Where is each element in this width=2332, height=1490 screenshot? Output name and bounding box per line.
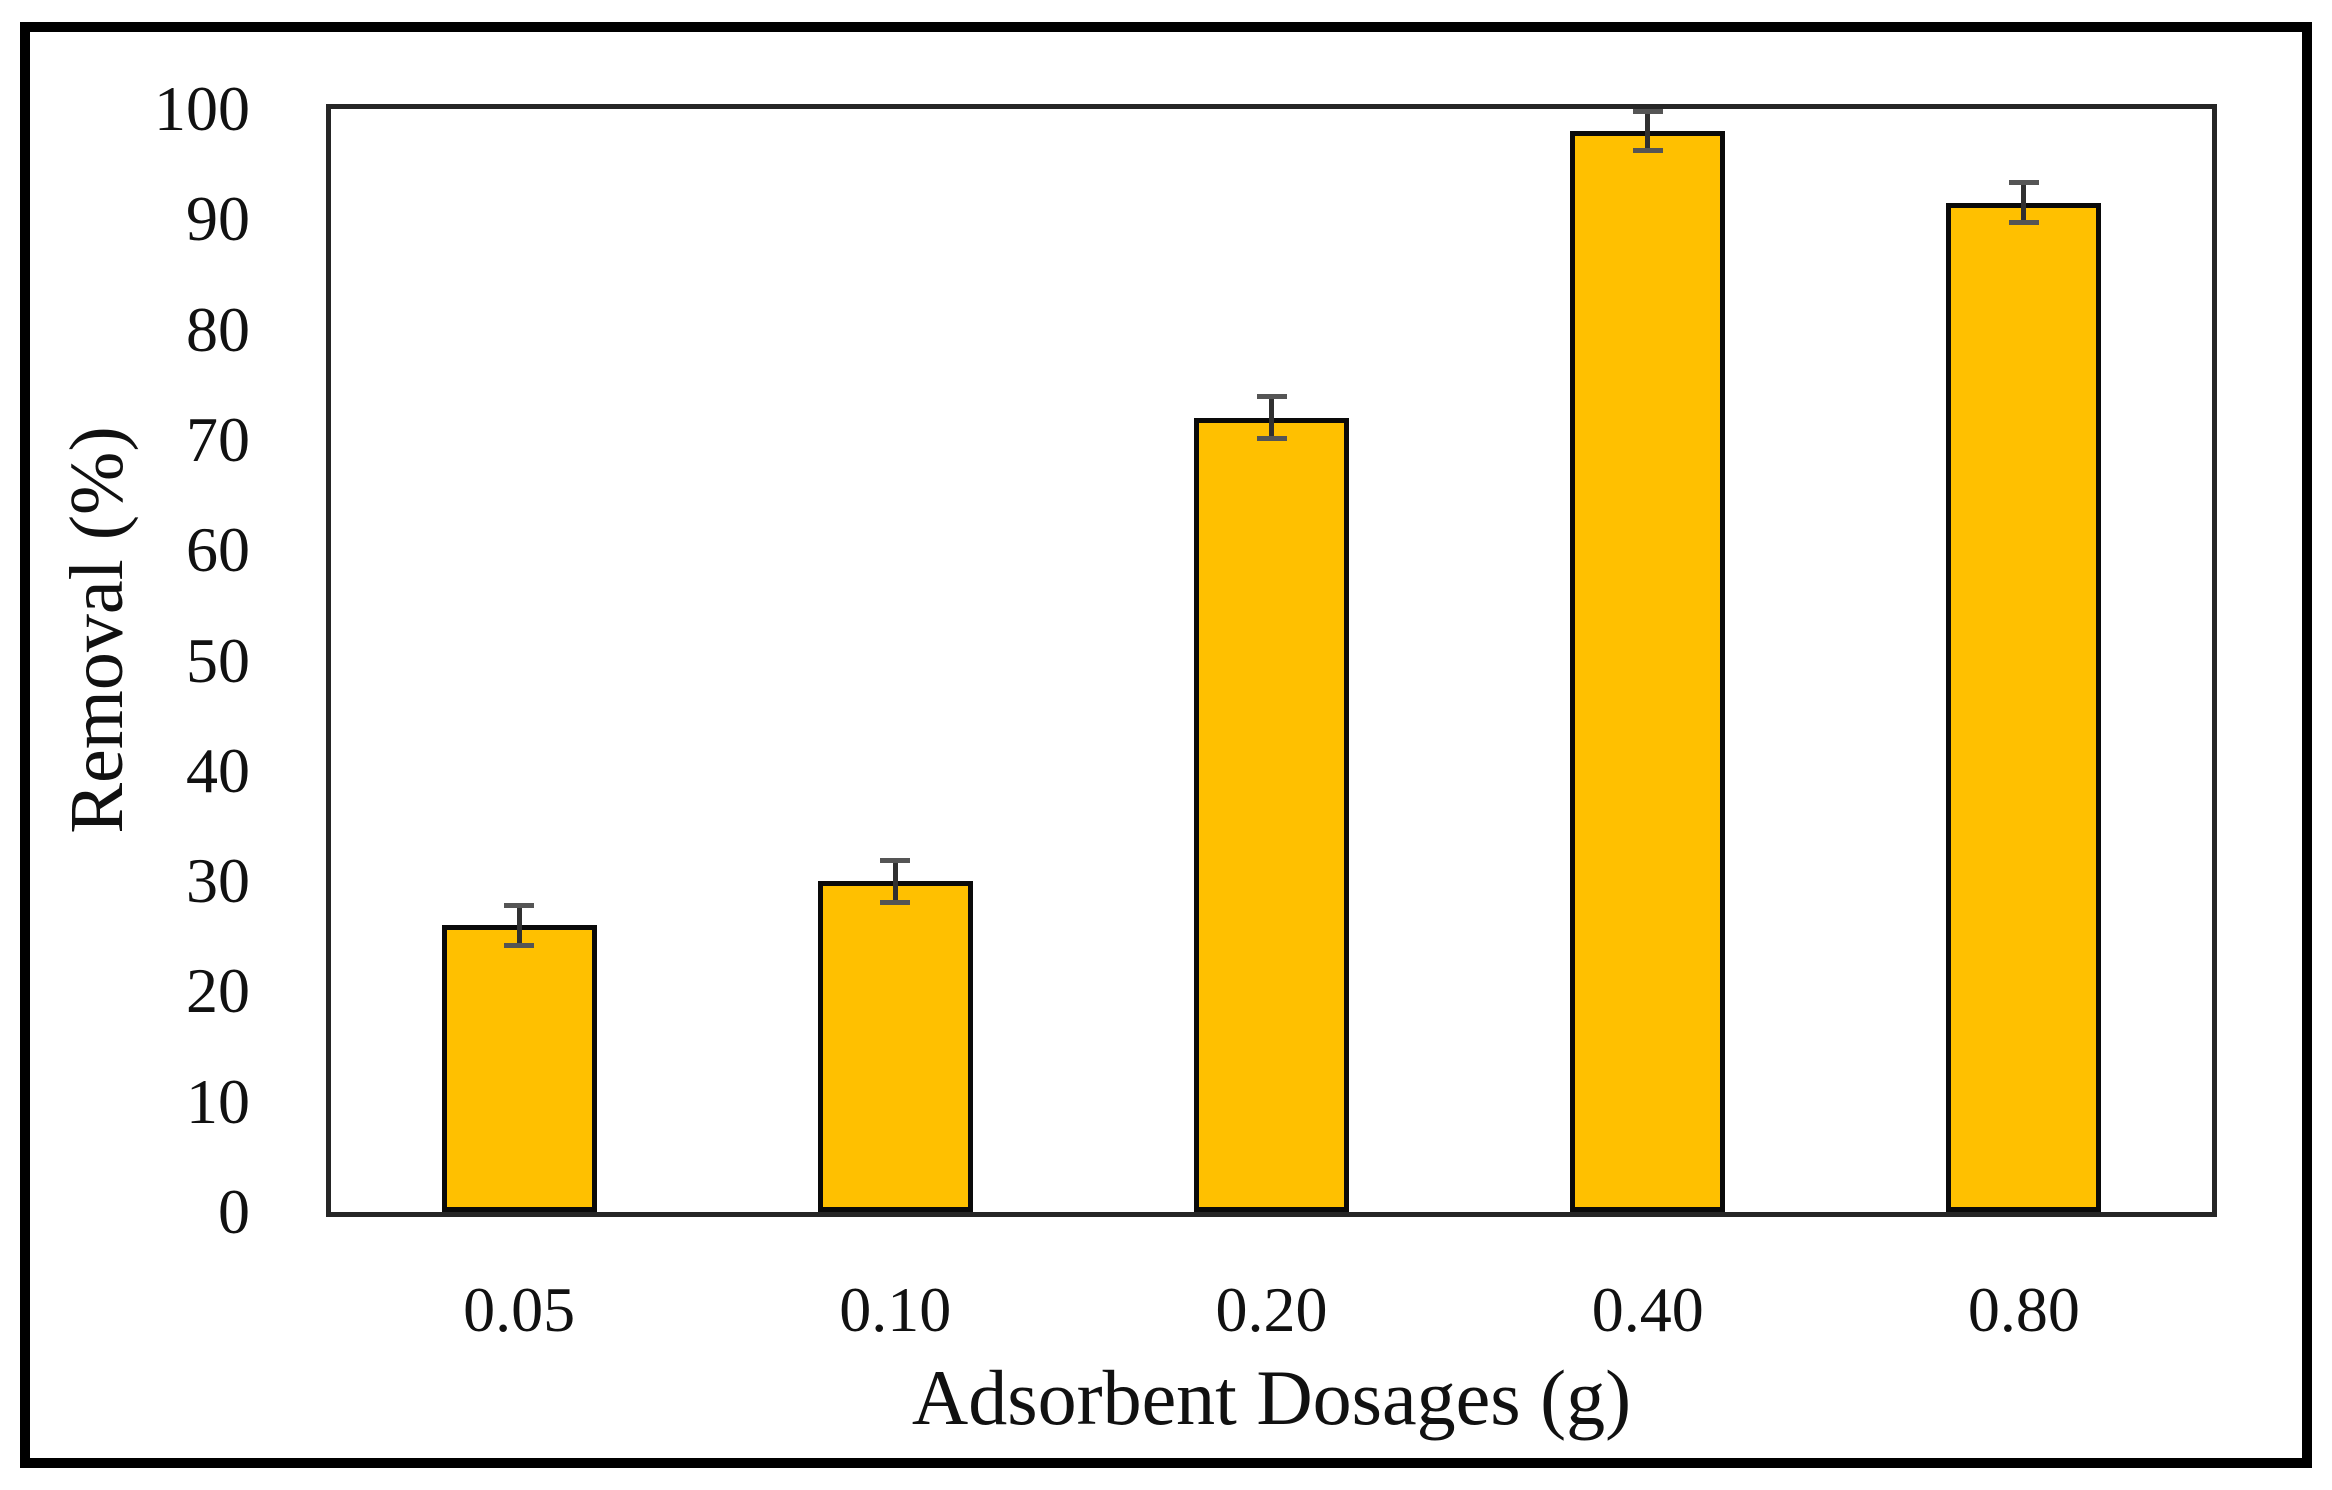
error-bar-line [1645,111,1651,151]
error-bar-line [1269,396,1274,439]
y-axis-title: Removal (%) [55,426,139,834]
figure-frame [20,22,2312,1468]
error-bar-cap [1256,436,1287,442]
x-tick-label: 0.80 [1967,1274,2080,1345]
bar [441,925,597,1212]
error-bar-cap [504,902,535,908]
error-bar-cap [504,942,535,948]
x-axis-title: Adsorbent Dosages (g) [911,1354,1632,1441]
error-bar-cap [2008,180,2039,186]
error-bar-line [516,905,522,946]
bar [817,881,973,1212]
y-tick-label: 70 [186,403,250,475]
y-tick-label: 80 [186,293,250,365]
x-tick-label: 0.10 [839,1274,952,1345]
error-bar-line [892,860,898,903]
error-bar-cap [1632,108,1663,114]
error-bar-line [2021,182,2027,223]
y-tick-label: 10 [186,1065,250,1137]
error-bar-cap [1256,394,1287,400]
bar [1194,417,1349,1212]
y-tick-label: 60 [186,514,250,586]
x-tick-label: 0.20 [1215,1274,1328,1345]
error-bar-cap [1632,148,1663,154]
y-tick-label: 90 [186,183,250,255]
bar [1570,131,1726,1212]
y-tick-label: 50 [186,624,250,696]
y-tick-label: 100 [154,73,250,144]
y-tick-label: 0 [218,1176,250,1247]
y-tick-label: 30 [186,845,250,917]
bar [1946,202,2102,1212]
error-bar-cap [880,857,911,863]
error-bar-cap [880,899,911,905]
error-bar-cap [2008,220,2039,226]
y-tick-label: 40 [186,734,250,806]
x-tick-label: 0.40 [1591,1274,1704,1345]
y-tick-label: 20 [186,955,250,1027]
x-tick-label: 0.05 [463,1274,576,1345]
